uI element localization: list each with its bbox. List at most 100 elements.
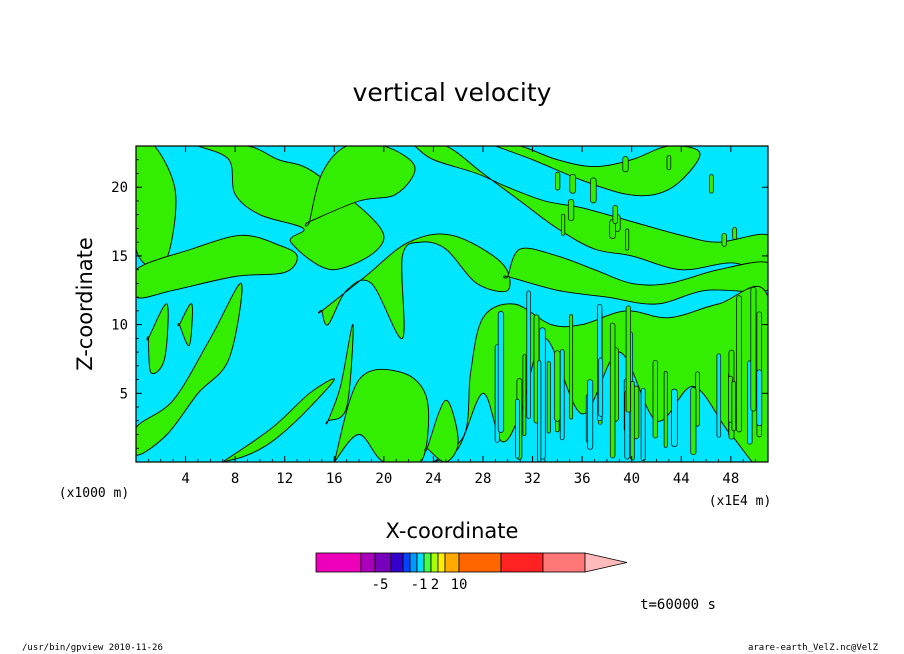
contour-streak — [630, 381, 635, 461]
contour-region-4 — [411, 146, 768, 272]
contour-streak — [732, 227, 738, 240]
contour-region-15 — [424, 399, 459, 462]
chart-title: vertical velocity — [353, 78, 552, 107]
contour-region-5 — [492, 146, 701, 197]
contour-streak — [567, 198, 575, 222]
footer-source: arare-earth_VelZ.nc@VelZ — [748, 643, 879, 653]
contour-streak — [640, 387, 646, 461]
colorbar-label: 10 — [451, 577, 468, 593]
contour-streak — [690, 387, 697, 456]
contour-streak — [569, 173, 577, 194]
contour-streak — [663, 371, 668, 448]
y-axis: 5 10 15 20 — [111, 159, 768, 449]
contour-streak — [622, 156, 629, 173]
plot-area — [135, 145, 769, 463]
contour-streak — [561, 213, 566, 236]
x-tick-label: 48 — [722, 471, 739, 487]
contour-streak — [756, 369, 763, 427]
contour-streak — [625, 228, 630, 251]
contour-streak — [590, 177, 597, 204]
y-axis-label: Z-coordinate — [73, 237, 97, 371]
contour-streak — [555, 171, 561, 191]
x-axis: 4 8 12 16 20 24 28 32 36 40 44 48 — [147, 146, 757, 487]
contour-streak — [515, 398, 520, 459]
x-tick-label: 16 — [326, 471, 343, 487]
y-tick-label: 10 — [111, 318, 128, 334]
contour-streak — [537, 360, 542, 462]
contour-region-6 — [317, 233, 511, 339]
x-tick-label: 4 — [181, 471, 189, 487]
colorbar-labels: -5 -1 2 10 — [372, 577, 468, 593]
x-tick-label: 32 — [524, 471, 541, 487]
y-tick-label: 15 — [111, 249, 128, 265]
colorbar-swatch — [416, 552, 425, 573]
colorbar — [315, 552, 628, 573]
contour-streak — [546, 361, 551, 434]
x-tick-label: 12 — [276, 471, 293, 487]
contour-region-11 — [325, 324, 354, 425]
contour-stripes — [494, 155, 763, 462]
contour-streak — [559, 349, 565, 441]
contour-streak — [587, 379, 594, 450]
contour-streak — [750, 286, 757, 412]
colorbar-swatch — [430, 552, 439, 573]
contour-region-2 — [136, 234, 298, 299]
contour-region-12 — [221, 378, 335, 462]
contour-streak — [731, 381, 736, 432]
contour-streak — [612, 205, 618, 224]
contour-streak — [522, 354, 527, 437]
contour-streak — [716, 353, 722, 438]
contour-streak — [709, 174, 714, 194]
colorbar-swatch — [402, 552, 411, 573]
contour-region-13 — [333, 368, 430, 462]
colorbar-swatch — [374, 552, 392, 573]
y-tick-label: 20 — [111, 180, 128, 196]
colorbar-label: -5 — [372, 577, 389, 593]
contour-streak — [526, 290, 531, 419]
colorbar-swatch — [444, 552, 460, 573]
x-tick-label: 40 — [623, 471, 640, 487]
contour-region-8 — [136, 282, 243, 456]
contour-streak — [625, 305, 631, 413]
contour-streak — [736, 295, 742, 433]
contour-streak — [569, 314, 574, 420]
contour-region-10 — [177, 303, 193, 346]
time-label: t=60000 s — [640, 597, 716, 613]
y-tick-label: 5 — [120, 386, 128, 402]
x-tick-label: 28 — [475, 471, 492, 487]
plot-frame — [135, 145, 769, 463]
x-unit-left: (x1000 m) — [59, 486, 129, 501]
colorbar-swatch — [409, 552, 418, 573]
contour-region-7 — [503, 247, 768, 305]
contour-streak — [721, 232, 727, 247]
colorbar-swatch — [437, 552, 446, 573]
x-tick-label: 8 — [231, 471, 239, 487]
footer-program: /usr/bin/gpview 2010-11-26 — [22, 643, 163, 653]
colorbar-arrow — [584, 552, 628, 573]
colorbar-swatch — [423, 552, 432, 573]
colorbar-label: -1 — [411, 577, 428, 593]
colorbar-swatch — [500, 552, 544, 573]
contour-streak — [497, 311, 505, 433]
contour-streak — [671, 388, 678, 447]
colorbar-swatch — [542, 552, 586, 573]
x-tick-label: 36 — [574, 471, 591, 487]
contour-streak — [554, 350, 561, 422]
contour-streak — [598, 357, 604, 417]
contour-region-3 — [304, 146, 416, 227]
contour-streak — [652, 360, 658, 439]
x-tick-label: 20 — [375, 471, 392, 487]
x-tick-label: 44 — [673, 471, 690, 487]
contour-streak — [666, 155, 672, 171]
colorbar-swatch — [458, 552, 502, 573]
colorbar-swatch — [360, 552, 376, 573]
x-unit-right: (x1E4 m) — [709, 494, 772, 509]
colorbar-label: 2 — [431, 577, 439, 593]
colorbar-swatch — [315, 552, 362, 573]
contour-streak — [609, 322, 616, 459]
contour-region-9 — [146, 303, 169, 375]
x-axis-label: X-coordinate — [386, 519, 519, 543]
colorbar-swatch — [390, 552, 404, 573]
x-tick-label: 24 — [425, 471, 442, 487]
